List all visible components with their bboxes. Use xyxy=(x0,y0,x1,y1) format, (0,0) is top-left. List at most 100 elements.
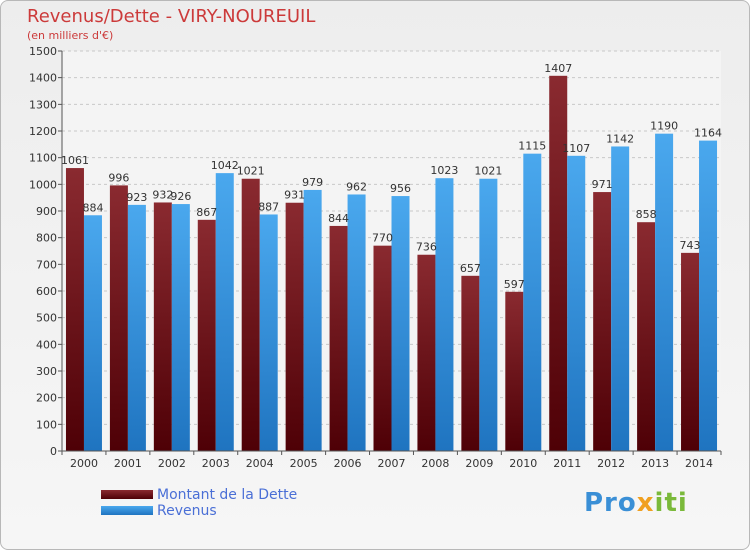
y-tick-label: 700 xyxy=(36,258,57,271)
x-tick-label: 2011 xyxy=(553,457,581,470)
data-label-revenus: 926 xyxy=(170,190,191,203)
bar-revenus xyxy=(303,189,322,451)
legend-label-revenus: Revenus xyxy=(157,503,217,519)
bar-revenus xyxy=(171,204,190,451)
y-tick-label: 900 xyxy=(36,205,57,218)
data-label-dette: 1061 xyxy=(61,154,89,167)
bar-dette xyxy=(285,202,304,451)
x-tick-label: 2002 xyxy=(158,457,186,470)
bar-dette xyxy=(505,291,524,451)
bar-revenus xyxy=(215,173,234,451)
data-label-dette: 743 xyxy=(680,239,701,252)
x-tick-label: 2013 xyxy=(641,457,669,470)
bar-revenus xyxy=(699,140,718,451)
data-label-dette: 996 xyxy=(108,171,129,184)
y-tick-label: 1200 xyxy=(29,125,57,138)
x-tick-label: 2006 xyxy=(334,457,362,470)
data-label-revenus: 887 xyxy=(258,200,279,213)
x-tick-label: 2000 xyxy=(70,457,98,470)
data-label-revenus: 1164 xyxy=(694,127,722,140)
data-label-revenus: 923 xyxy=(126,191,147,204)
data-label-revenus: 884 xyxy=(82,201,103,214)
y-tick-label: 0 xyxy=(50,445,57,458)
bar-dette xyxy=(329,225,348,451)
y-tick-label: 400 xyxy=(36,338,57,351)
proxiti-logo: Proxiti xyxy=(584,488,688,518)
data-label-revenus: 1107 xyxy=(562,142,590,155)
bar-dette xyxy=(197,219,216,451)
data-label-dette: 844 xyxy=(328,212,349,225)
y-tick-label: 500 xyxy=(36,312,57,325)
bar-dette xyxy=(637,222,656,451)
chart-title: Revenus/Dette - VIRY-NOUREUIL xyxy=(27,6,316,27)
data-label-dette: 736 xyxy=(416,241,437,254)
chart-subtitle: (en milliers d'€) xyxy=(27,29,114,42)
bar-revenus xyxy=(611,146,630,451)
bar-dette xyxy=(65,168,84,452)
data-label-revenus: 1142 xyxy=(606,132,634,145)
legend-label-debt: Montant de la Dette xyxy=(157,487,298,503)
data-label-revenus: 1190 xyxy=(650,120,678,133)
data-label-dette: 770 xyxy=(372,232,393,245)
bar-dette xyxy=(417,254,436,451)
y-tick-label: 600 xyxy=(36,285,57,298)
x-tick-label: 2001 xyxy=(114,457,142,470)
bar-revenus xyxy=(655,133,674,451)
x-tick-label: 2012 xyxy=(597,457,625,470)
bar-dette xyxy=(549,75,568,452)
y-tick-label: 300 xyxy=(36,365,57,378)
legend-swatch-debt xyxy=(101,490,153,499)
y-tick-label: 100 xyxy=(36,418,57,431)
data-label-revenus: 1115 xyxy=(518,140,546,153)
bar-revenus xyxy=(259,214,278,451)
data-label-dette: 931 xyxy=(284,189,305,202)
data-label-dette: 1407 xyxy=(544,62,572,75)
x-tick-label: 2010 xyxy=(509,457,537,470)
data-label-revenus: 1021 xyxy=(474,165,502,178)
x-tick-label: 2009 xyxy=(465,457,493,470)
legend-swatch-revenus xyxy=(101,506,153,515)
x-tick-label: 2005 xyxy=(290,457,318,470)
x-tick-label: 2004 xyxy=(246,457,274,470)
data-label-revenus: 1042 xyxy=(211,159,239,172)
data-label-dette: 867 xyxy=(196,206,217,219)
bar-dette xyxy=(109,185,128,451)
bar-revenus xyxy=(435,178,454,451)
data-label-dette: 971 xyxy=(592,178,613,191)
bar-dette xyxy=(241,178,260,451)
x-tick-label: 2007 xyxy=(378,457,406,470)
bar-revenus xyxy=(347,194,366,451)
bar-dette xyxy=(593,192,612,452)
bar-revenus xyxy=(391,196,410,451)
bar-dette xyxy=(373,245,392,451)
x-tick-label: 2008 xyxy=(421,457,449,470)
y-tick-label: 1000 xyxy=(29,178,57,191)
data-label-revenus: 956 xyxy=(390,182,411,195)
bar-dette xyxy=(153,202,172,451)
x-tick-label: 2003 xyxy=(202,457,230,470)
data-label-revenus: 979 xyxy=(302,176,323,189)
y-tick-label: 1500 xyxy=(29,45,57,58)
y-tick-label: 800 xyxy=(36,232,57,245)
bar-revenus xyxy=(523,153,542,451)
data-label-dette: 657 xyxy=(460,262,481,275)
y-tick-label: 1300 xyxy=(29,98,57,111)
y-tick-label: 1400 xyxy=(29,72,57,85)
bar-dette xyxy=(681,252,700,451)
bar-revenus xyxy=(127,204,146,451)
bar-dette xyxy=(461,275,480,451)
bar-revenus xyxy=(83,215,102,451)
y-tick-label: 1100 xyxy=(29,152,57,165)
data-label-dette: 1021 xyxy=(237,165,265,178)
x-tick-label: 2014 xyxy=(685,457,713,470)
bar-revenus xyxy=(567,155,586,452)
data-label-revenus: 962 xyxy=(346,180,367,193)
data-label-dette: 932 xyxy=(152,188,173,201)
data-label-dette: 858 xyxy=(636,208,657,221)
bar-revenus xyxy=(479,178,498,451)
data-label-dette: 597 xyxy=(504,278,525,291)
y-tick-label: 200 xyxy=(36,392,57,405)
data-label-revenus: 1023 xyxy=(430,164,458,177)
